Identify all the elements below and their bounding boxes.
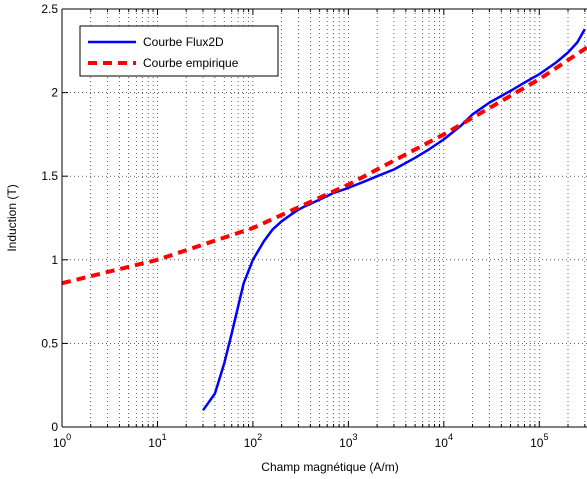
- grid: [61, 8, 587, 428]
- legend-label-empirique: Courbe empirique: [143, 56, 239, 70]
- y-tick-label: 2: [51, 86, 58, 100]
- y-tick-labels: 0 0.5 1 1.5 2 2.5: [41, 2, 58, 434]
- y-tick-label: 0.5: [41, 336, 58, 350]
- plot-background: [62, 9, 587, 427]
- y-tick-label: 2.5: [41, 2, 58, 16]
- legend-box: [79, 25, 279, 77]
- series-line-flux2d: [201, 28, 586, 412]
- y-tick-label: 0: [51, 420, 58, 434]
- x-tick-label: 104: [435, 432, 453, 450]
- x-tick-label: 102: [244, 432, 262, 450]
- x-tick-label: 100: [53, 432, 71, 450]
- axes-frame: [61, 8, 587, 428]
- x-axis-label: Champ magnétique (A/m): [261, 460, 398, 474]
- y-tick-label: 1.5: [41, 169, 58, 183]
- series-layer: [61, 28, 587, 412]
- x-tick-label: 105: [530, 432, 548, 450]
- legend-label-flux2d: Courbe Flux2D: [143, 35, 224, 49]
- tick-marks: [61, 8, 586, 428]
- y-axis-label: Induction (T): [5, 184, 19, 251]
- x-tick-label: 101: [148, 432, 166, 450]
- legend: Courbe Flux2D Courbe empirique: [79, 25, 279, 77]
- series-line-empirique: [61, 45, 587, 286]
- x-tick-label: 103: [339, 432, 357, 450]
- y-tick-label: 1: [51, 253, 58, 267]
- x-tick-labels: 100 101 102 103 104 105: [53, 432, 549, 450]
